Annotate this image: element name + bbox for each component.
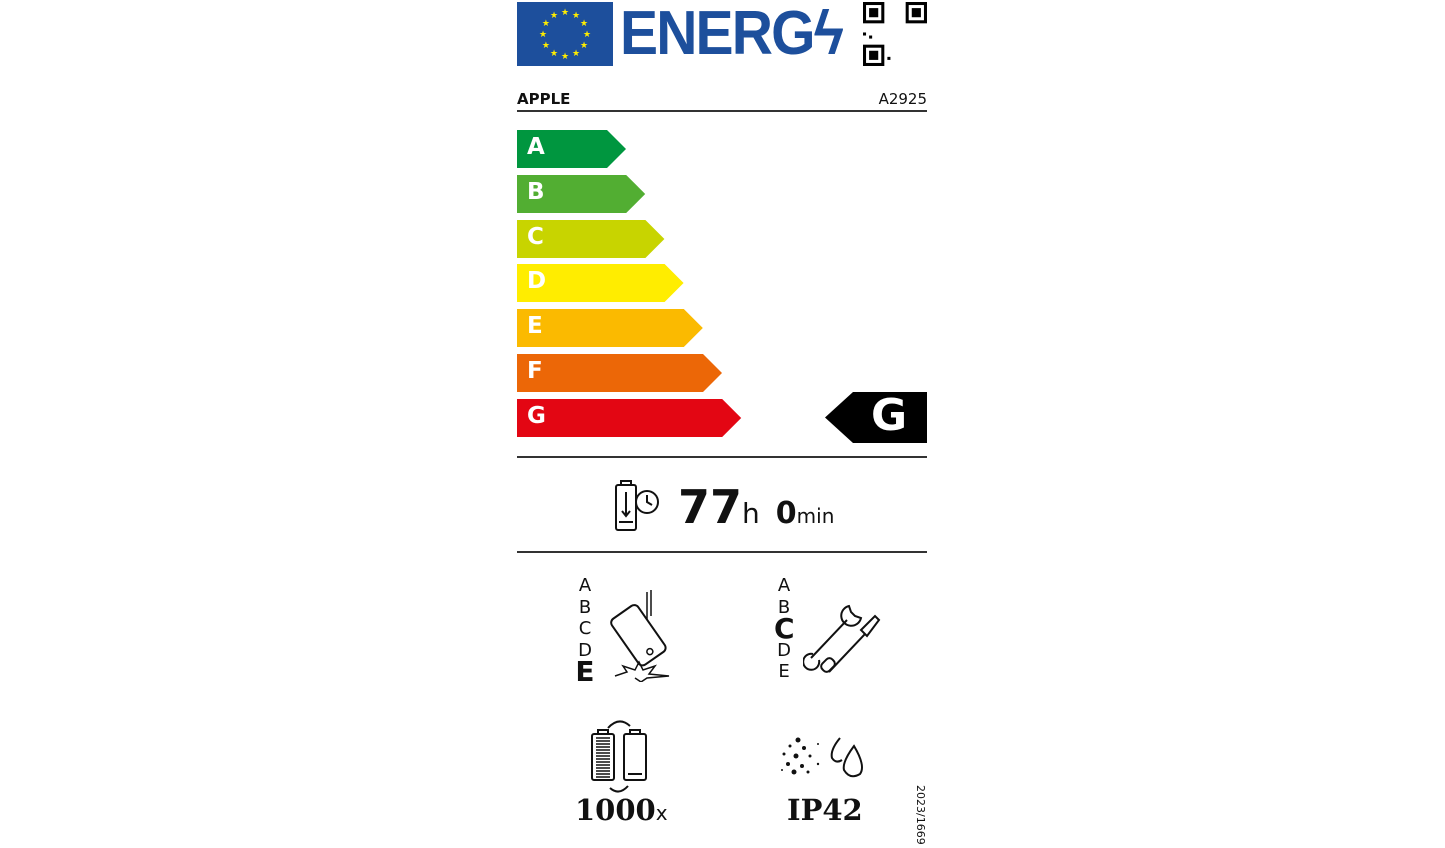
minutes-unit: min <box>796 504 835 528</box>
energy-class-letter: C <box>527 223 544 250</box>
logo-text: ENERG <box>620 0 815 68</box>
battery-endurance-value: 77h 0min <box>678 480 834 534</box>
star-icon: ★ <box>542 41 550 51</box>
star-icon: ★ <box>572 49 580 59</box>
battery-cycles-value: 1000x <box>575 793 668 827</box>
energy-class-bar-c: C <box>517 219 665 258</box>
star-icon: ★ <box>561 52 569 62</box>
energy-class-letter: E <box>527 313 543 340</box>
energy-class-letter: A <box>527 134 545 160</box>
energy-class-letter: B <box>527 178 545 205</box>
energy-class-letter: F <box>527 358 543 384</box>
scale-letter-c: C <box>578 618 592 639</box>
scale-letter-d: D <box>578 639 592 661</box>
star-icon: ★ <box>580 41 588 51</box>
repair-tools-icon <box>803 604 881 673</box>
scale-letter-d: D <box>777 639 791 661</box>
energy-class-letter: G <box>527 402 546 429</box>
scale-letter-c: C <box>774 612 795 645</box>
lightning-icon: ϟ <box>813 0 844 68</box>
ingress-protection-rating: IP42 <box>787 793 863 827</box>
cycles-unit: x <box>655 801 668 825</box>
star-icon: ★ <box>580 19 588 29</box>
battery-cycles-icon <box>591 720 647 793</box>
scale-letter-b: B <box>777 596 791 618</box>
eu-flag-logo: ★ ★ ★ ★ ★ ★ ★ ★ ★ ★ ★ ★ <box>517 2 613 66</box>
energy-rating-arrow: G <box>825 390 927 443</box>
scale-letter-a: A <box>777 575 791 596</box>
divider <box>517 110 927 112</box>
hours: 77 <box>678 480 743 534</box>
star-icon: ★ <box>542 19 550 29</box>
qr-code[interactable] <box>863 2 927 66</box>
star-icon: ★ <box>539 30 547 40</box>
star-icon: ★ <box>583 30 591 40</box>
divider <box>517 456 927 458</box>
phone-drop-icon <box>610 590 670 682</box>
regulation-number: 2023/1669 <box>914 785 927 845</box>
energy-class-letter: D <box>527 268 547 295</box>
model-number: A2925 <box>878 90 927 108</box>
divider <box>517 551 927 553</box>
star-icon: ★ <box>572 11 580 21</box>
minutes: 0 <box>775 496 797 531</box>
energy-class-bar-e: E <box>517 309 704 348</box>
brand-name: APPLE <box>517 90 571 108</box>
scale-letter-b: B <box>578 596 592 618</box>
energy-class-bar-f: F <box>517 354 723 392</box>
cycles-number: 1000 <box>575 793 656 827</box>
energy-class-bar-g: G <box>517 398 742 437</box>
star-icon: ★ <box>561 8 569 18</box>
battery-endurance-icon <box>615 480 659 531</box>
energy-class-bar-d: D <box>517 264 685 303</box>
energy-class-bar-a: A <box>517 130 627 168</box>
scale-letter-e: E <box>778 661 790 682</box>
star-icon: ★ <box>550 49 558 59</box>
star-icon: ★ <box>550 11 558 21</box>
dust-water-icon <box>781 737 863 778</box>
energy-class-bar-b: B <box>517 174 646 213</box>
rating-letter: G <box>871 390 908 441</box>
scale-letter-e: E <box>575 655 595 688</box>
scale-letter-a: A <box>578 575 592 596</box>
hours-unit: h <box>742 497 760 530</box>
energy-logo-text: ENERGϟ <box>620 0 844 68</box>
